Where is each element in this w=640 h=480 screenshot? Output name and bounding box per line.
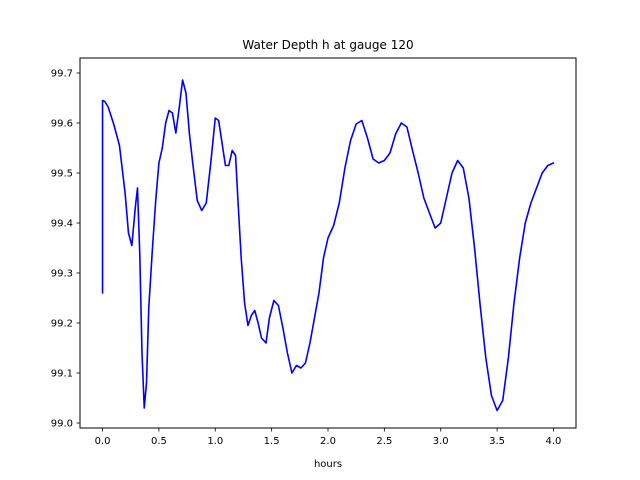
x-tick-label: 0.5 [151,436,167,447]
y-tick-label: 99.5 [51,169,73,180]
series-line [101,79,555,412]
x-tick-label: 2.5 [376,436,392,447]
plot-area [101,79,555,412]
x-tick-label: 3.5 [489,436,505,447]
chart-title: Water Depth h at gauge 120 [242,38,413,52]
y-tick-label: 99.4 [51,219,73,230]
y-axis: 99.0 99.1 99.2 99.3 99.4 99.5 99.6 99.7 [51,69,80,430]
y-tick-label: 99.7 [51,69,73,80]
x-tick-label: 3.0 [433,436,449,447]
y-tick-label: 99.0 [51,419,73,430]
y-tick-label: 99.1 [51,369,73,380]
x-axis-label: hours [314,459,342,470]
x-tick-label: 4.0 [546,436,562,447]
y-tick-label: 99.6 [51,119,73,130]
x-axis: 0.0 0.5 1.0 1.5 2.0 2.5 3.0 3.5 4.0 [95,428,562,447]
x-tick-label: 0.0 [95,436,111,447]
y-tick-label: 99.2 [51,319,73,330]
x-tick-label: 1.0 [207,436,223,447]
x-tick-label: 2.0 [320,436,336,447]
x-tick-label: 1.5 [264,436,280,447]
y-tick-label: 99.3 [51,269,73,280]
